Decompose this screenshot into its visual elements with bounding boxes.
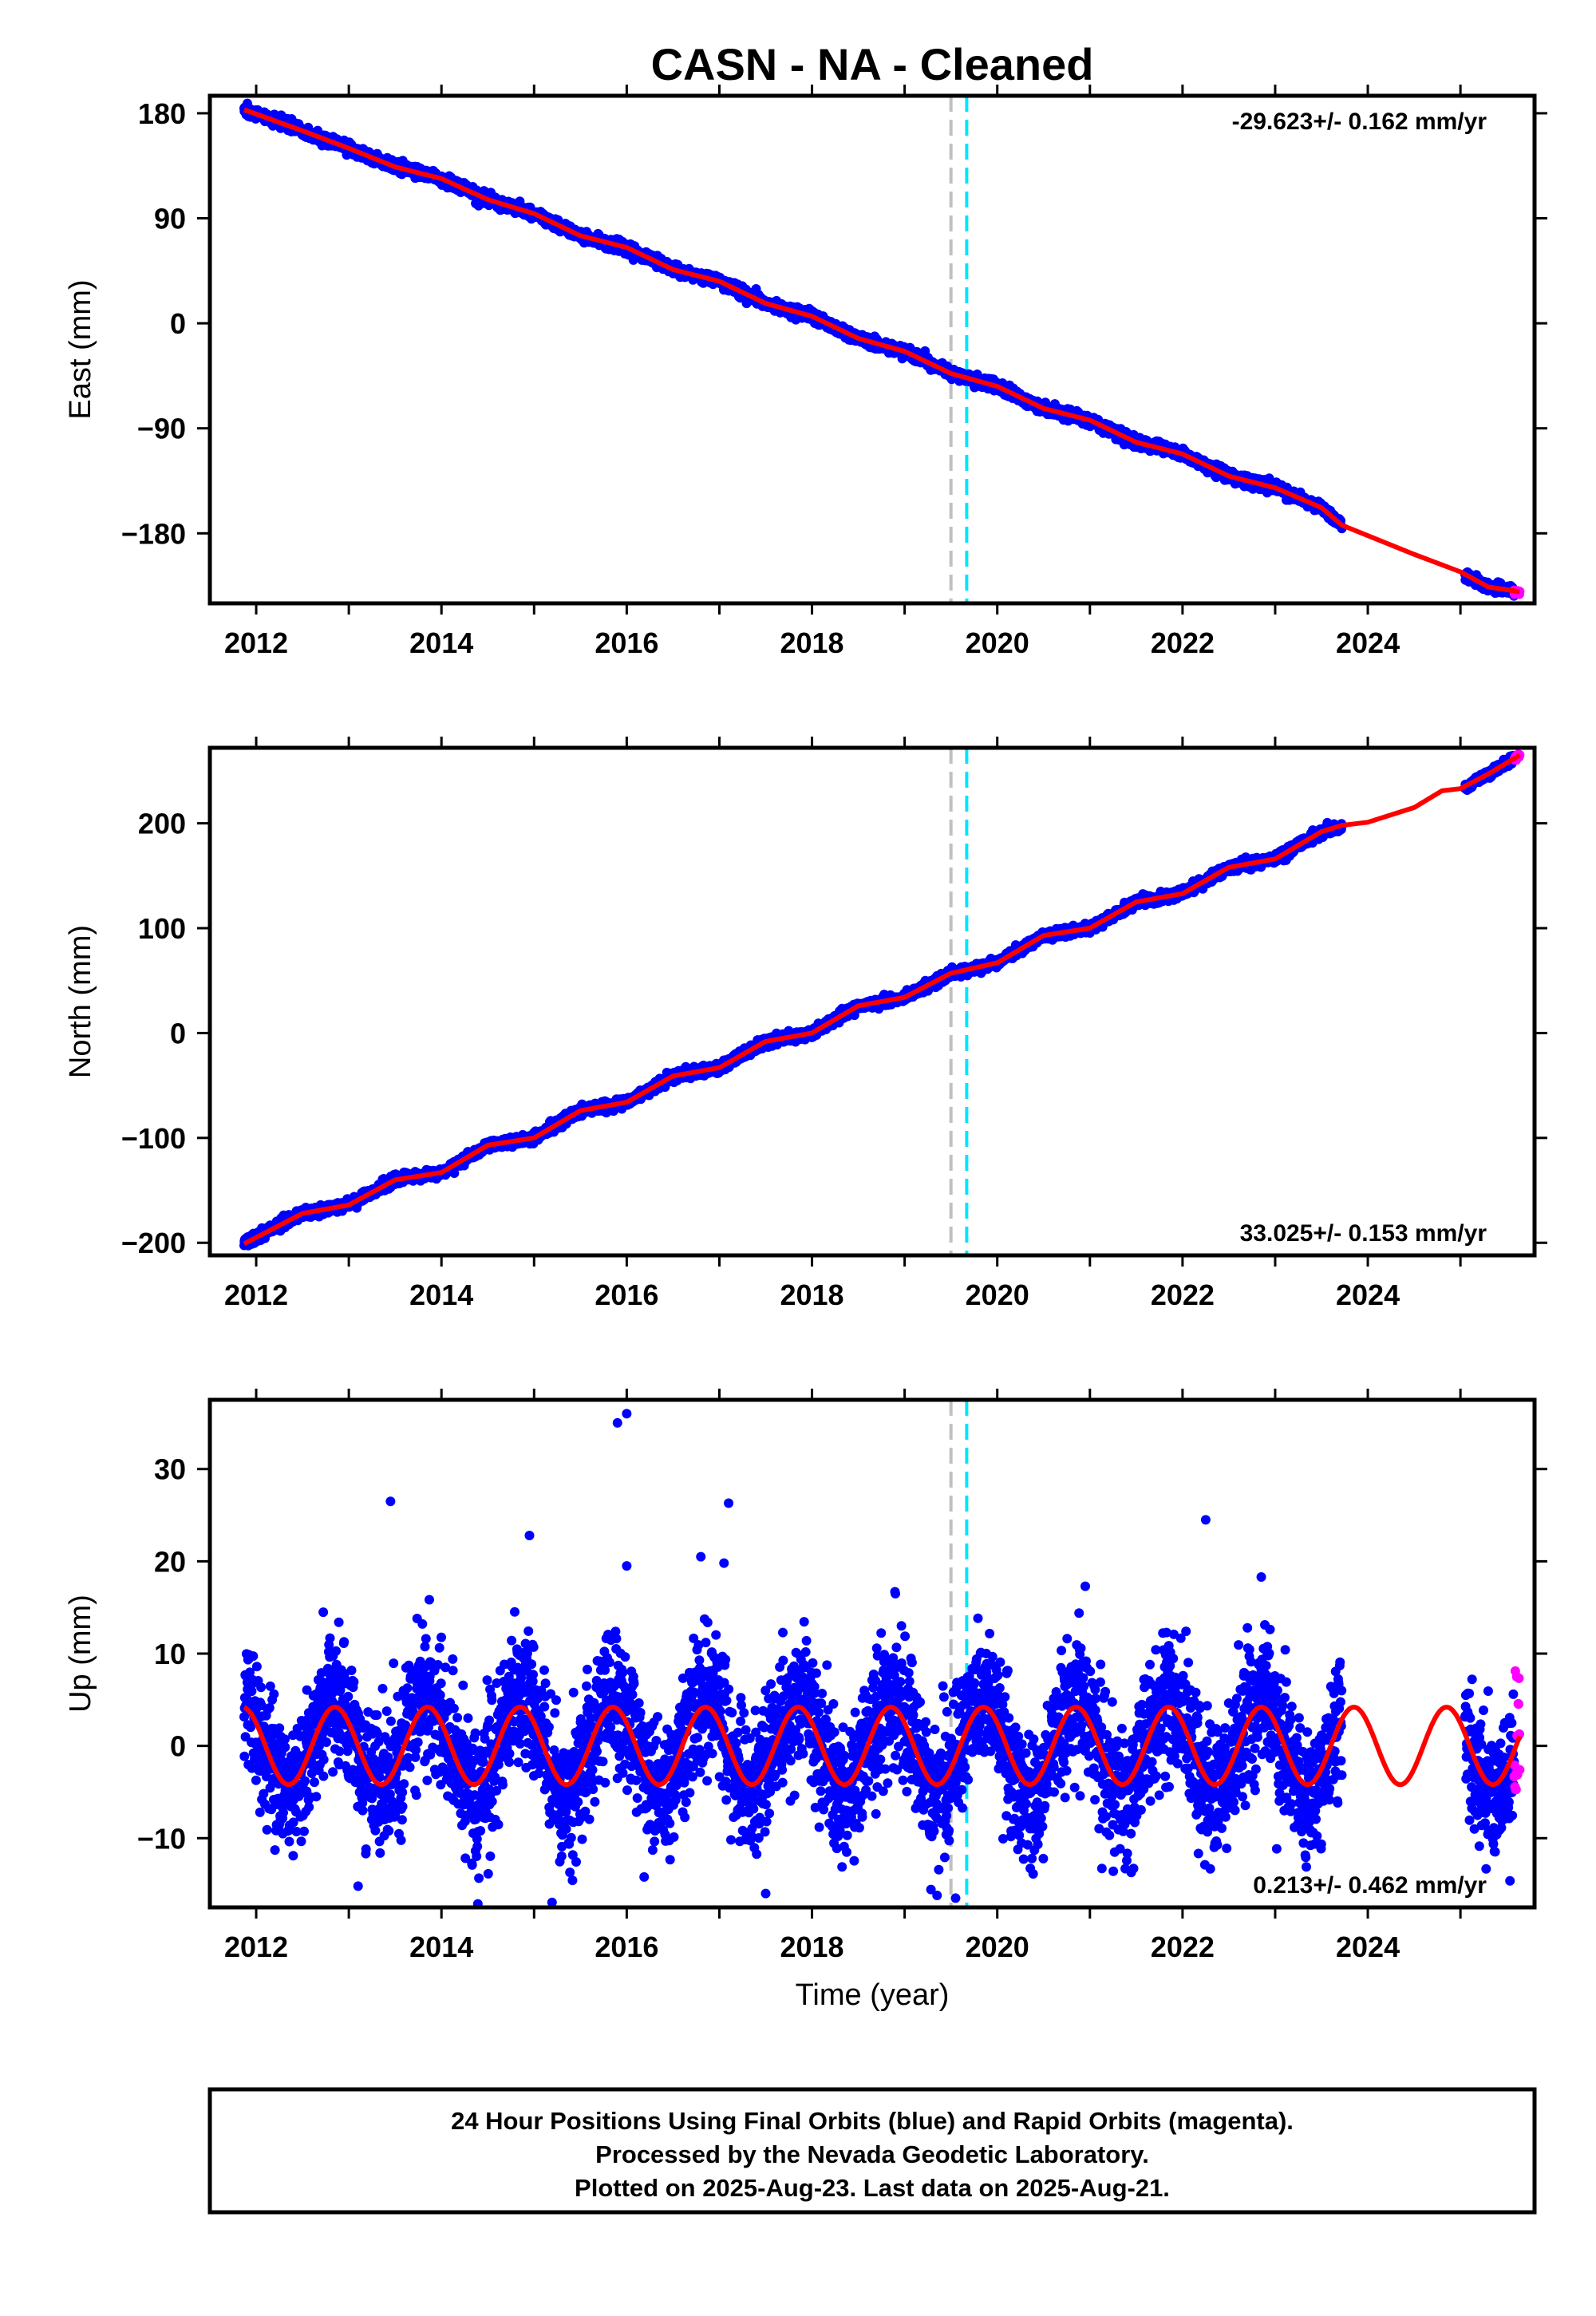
x-tick-label: 2020	[966, 626, 1029, 659]
y-tick-label: −90	[137, 413, 186, 445]
x-tick-label: 2016	[595, 626, 658, 659]
panel-frame	[207, 93, 1537, 606]
model-fit-line	[243, 107, 1520, 595]
panel-east: 180 90 0 −90 −180 2012 2014 2016 2018 2020 2022 202…	[64, 85, 1547, 659]
chart-title: CASN - NA - Cleaned	[651, 39, 1094, 89]
y-tick-label: 180	[138, 97, 186, 130]
x-tick-label: 2012	[224, 626, 288, 659]
plot-area	[239, 748, 1525, 1255]
y-tick-label: 0	[170, 307, 186, 340]
x-tick-label: 2014	[409, 626, 473, 659]
x-tick-label: 2022	[1151, 626, 1215, 659]
panels: 180 90 0 −90 −180 2012 2014 2016 2018 2020 2022 202…	[64, 85, 1547, 2012]
x-tick-label: 2024	[1336, 626, 1400, 659]
y-tick-label: −180	[121, 517, 186, 550]
plot-area	[239, 96, 1525, 603]
x-tick-label: 2018	[780, 626, 843, 659]
y-axis-label: East (mm)	[64, 279, 97, 419]
y-tick-label: 90	[154, 203, 186, 235]
velocity-annotation: -29.623+/- 0.162 mm/yr	[1232, 109, 1487, 135]
